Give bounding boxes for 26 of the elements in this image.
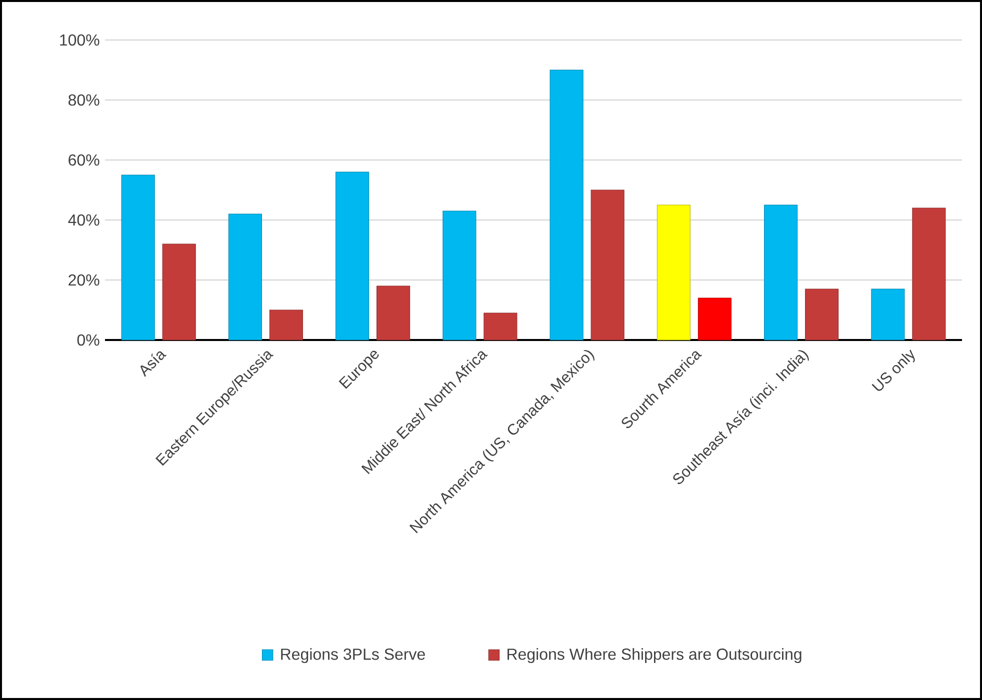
legend-label: Regions Where Shippers are Outsourcing (508, 648, 802, 664)
bar (656, 204, 690, 340)
y-tick-label: 80% (68, 94, 100, 106)
y-tick-label: 40% (68, 214, 100, 226)
y-tick-label: 20% (68, 274, 100, 286)
bar (121, 174, 155, 340)
bar (805, 288, 839, 340)
bar (336, 172, 370, 340)
legend-label: Regions 3PLs Serve (281, 648, 425, 664)
y-tick-label: 0% (77, 334, 100, 346)
bar (912, 208, 946, 340)
bar (442, 210, 476, 340)
y-tick-label: 60% (68, 154, 100, 166)
bar (871, 288, 905, 340)
x-tick-label: Asía (140, 351, 167, 377)
bar (162, 244, 196, 340)
y-tick-label: 100% (60, 34, 100, 46)
bar (269, 310, 303, 340)
bar (590, 190, 624, 340)
bar (550, 70, 584, 340)
bar (228, 214, 262, 340)
bar (484, 312, 518, 340)
bar (698, 298, 732, 340)
x-tick-label: US only (872, 349, 915, 391)
bar (764, 204, 798, 340)
bar (376, 286, 410, 340)
